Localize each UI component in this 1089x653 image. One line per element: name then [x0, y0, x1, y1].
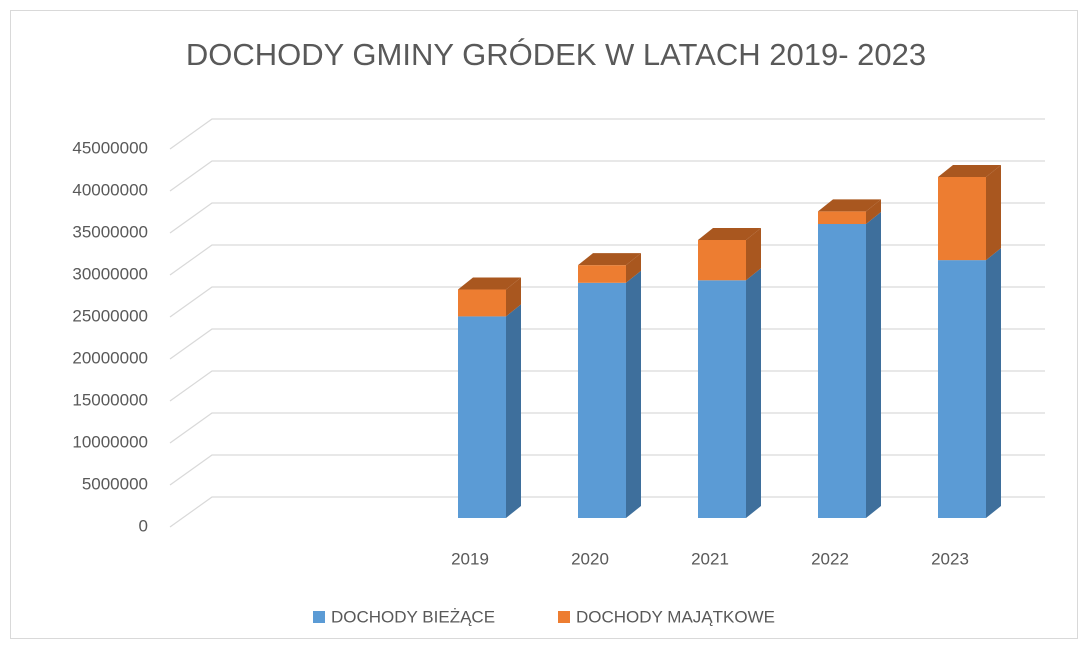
y-tick-label: 25000000 — [72, 306, 148, 325]
legend-label: DOCHODY MAJĄTKOWE — [576, 607, 775, 626]
bar-top — [818, 199, 881, 212]
grid-line — [169, 118, 1045, 150]
y-tick-label: 30000000 — [72, 264, 148, 283]
bar-side — [746, 268, 761, 518]
bar-side — [626, 270, 641, 518]
bar — [458, 289, 506, 317]
bar-top — [578, 253, 641, 266]
bar — [938, 260, 986, 518]
y-tick-label: 10000000 — [72, 432, 148, 451]
grid-line — [169, 328, 1045, 360]
grid-line — [169, 370, 1045, 402]
y-tick-label: 35000000 — [72, 222, 148, 241]
grid-line — [169, 244, 1045, 276]
bar-side — [866, 199, 881, 224]
grid-line — [169, 412, 1045, 444]
bar — [578, 265, 626, 283]
x-tick-label: 2019 — [451, 549, 489, 568]
bar-side — [506, 277, 521, 317]
chart-frame — [10, 10, 1078, 639]
x-tick-label: 2023 — [931, 549, 969, 568]
legend-swatch — [558, 611, 570, 623]
legend-swatch — [313, 611, 325, 623]
grid-line — [169, 286, 1045, 318]
bar-side — [866, 212, 881, 518]
bar-side — [986, 164, 1001, 261]
grid-line — [169, 496, 1045, 528]
x-tick-label: 2020 — [571, 549, 609, 568]
y-tick-label: 15000000 — [72, 390, 148, 409]
y-tick-label: 20000000 — [72, 348, 148, 367]
bar-side — [506, 304, 521, 518]
bar — [818, 224, 866, 518]
grid-line — [169, 160, 1045, 192]
bar — [458, 316, 506, 518]
legend-label: DOCHODY BIEŻĄCE — [331, 607, 495, 626]
bar-top — [458, 277, 521, 290]
y-tick-label: 5000000 — [82, 474, 148, 493]
bar-top — [938, 164, 1001, 177]
bar-top — [698, 227, 761, 240]
y-tick-label: 40000000 — [72, 180, 148, 199]
bar-side — [986, 248, 1001, 518]
x-tick-label: 2021 — [691, 549, 729, 568]
bar — [578, 282, 626, 518]
bar — [698, 239, 746, 281]
grid-line — [169, 454, 1045, 486]
bar-side — [626, 253, 641, 283]
x-tick-label: 2022 — [811, 549, 849, 568]
grid-line — [169, 202, 1045, 234]
bar — [818, 211, 866, 224]
bar-side — [746, 227, 761, 281]
bar — [698, 280, 746, 518]
chart-title: DOCHODY GMINY GRÓDEK W LATACH 2019- 2023 — [186, 37, 926, 72]
bar — [938, 176, 986, 261]
y-tick-label: 45000000 — [72, 138, 148, 157]
y-tick-label: 0 — [139, 516, 148, 535]
